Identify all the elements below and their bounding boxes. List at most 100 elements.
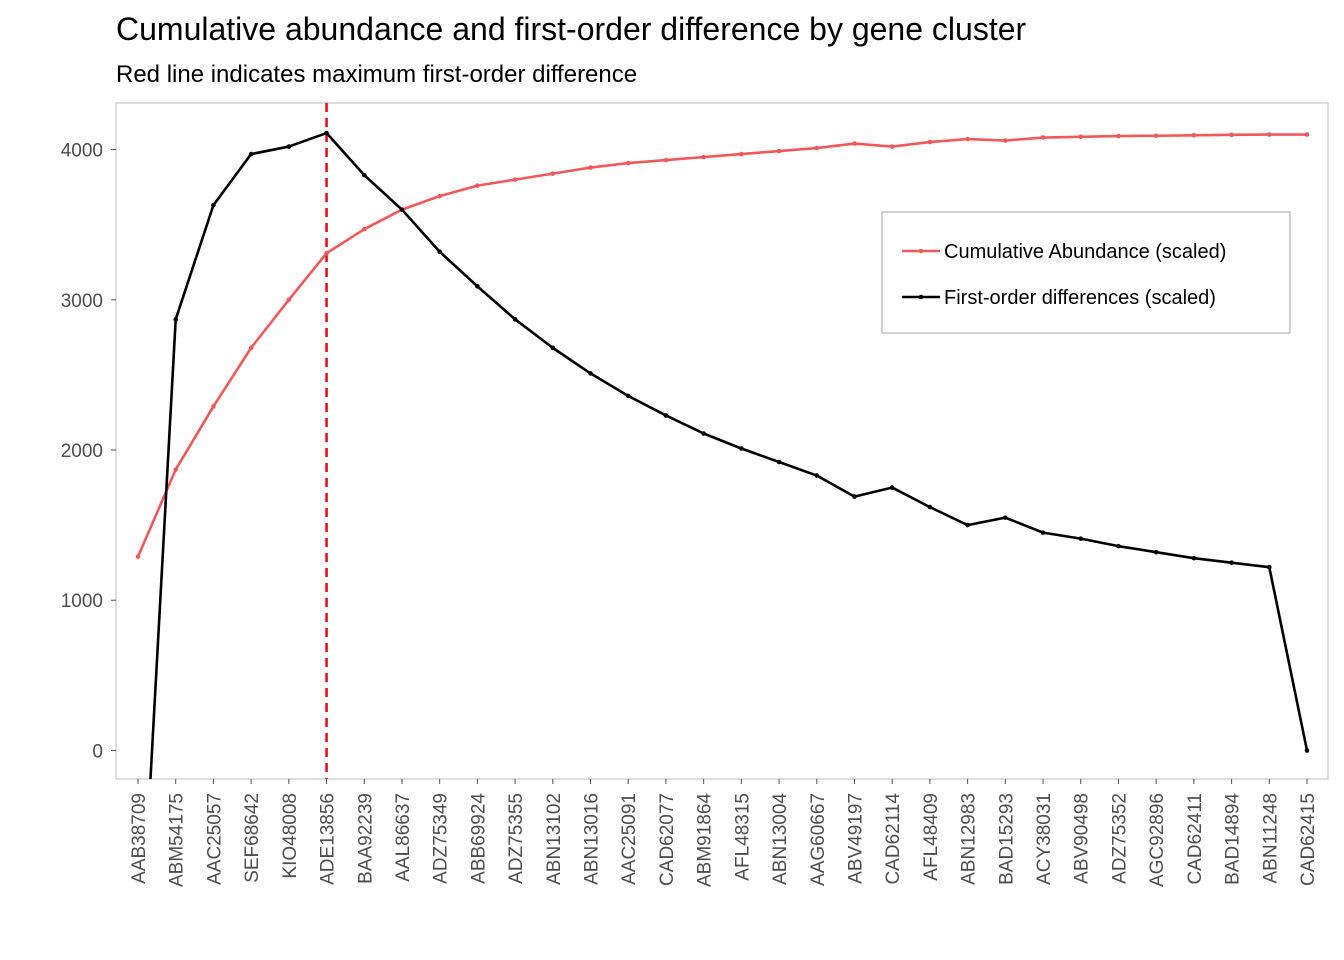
x-tick-label: AAG60667 bbox=[808, 793, 829, 886]
y-tick-label: 1000 bbox=[61, 591, 103, 612]
y-axis: 0 1000 2000 3000 4000 bbox=[61, 141, 116, 762]
data-point bbox=[701, 154, 706, 160]
x-tick-label: SEF68642 bbox=[242, 793, 263, 883]
data-point bbox=[324, 130, 329, 136]
x-tick-label: AFL48315 bbox=[732, 793, 753, 881]
data-point bbox=[663, 413, 669, 418]
data-point bbox=[399, 207, 405, 212]
data-point bbox=[663, 157, 669, 163]
x-axis: AAB38709 ABM54175 AAC25057 SEF68642 KIO48008… bbox=[129, 779, 1319, 887]
x-tick-label: ABM91864 bbox=[695, 793, 716, 887]
data-point bbox=[1153, 549, 1159, 555]
x-tick-label: ABN11248 bbox=[1260, 793, 1281, 884]
legend: Cumulative Abundance (scaled) First-order… bbox=[881, 211, 1291, 334]
x-tick-label: ABV90498 bbox=[1072, 793, 1093, 884]
data-point bbox=[135, 554, 141, 559]
x-tick-label: ADZ75349 bbox=[431, 793, 452, 884]
plot-panel-border bbox=[115, 102, 1329, 780]
data-point bbox=[1040, 530, 1046, 535]
data-point bbox=[927, 504, 933, 510]
data-point bbox=[475, 283, 480, 289]
data-point bbox=[512, 317, 518, 322]
x-tick-label: AAC25091 bbox=[619, 793, 640, 885]
data-point bbox=[1003, 138, 1008, 143]
data-point bbox=[173, 467, 179, 472]
data-point bbox=[1003, 515, 1008, 520]
data-point bbox=[965, 136, 970, 142]
x-tick-label: BAA92239 bbox=[355, 793, 376, 884]
x-tick-label: CAD62411 bbox=[1185, 793, 1206, 885]
y-tick-label: 0 bbox=[92, 741, 103, 762]
data-point bbox=[1304, 132, 1310, 137]
data-point bbox=[286, 297, 292, 303]
data-point bbox=[361, 172, 367, 178]
x-tick-label: ADZ75355 bbox=[506, 793, 527, 884]
legend-label: Cumulative Abundance (scaled) bbox=[944, 241, 1226, 263]
data-point bbox=[852, 494, 857, 499]
data-point bbox=[1191, 555, 1197, 561]
x-tick-label: ABB69924 bbox=[468, 793, 489, 884]
x-tick-label: ABN12983 bbox=[959, 793, 980, 885]
data-point bbox=[1116, 133, 1121, 139]
x-tick-label: CAD62114 bbox=[883, 793, 904, 885]
x-tick-label: CAD62077 bbox=[657, 793, 678, 886]
data-point bbox=[814, 473, 820, 478]
data-point bbox=[248, 151, 254, 157]
series-layer bbox=[135, 130, 1310, 779]
x-tick-label: BAD15293 bbox=[996, 793, 1017, 885]
y-tick-label: 3000 bbox=[61, 291, 103, 312]
x-tick-label: ABM54175 bbox=[167, 793, 188, 887]
data-point bbox=[211, 202, 216, 208]
x-tick-label: ABN13004 bbox=[770, 793, 791, 885]
x-tick-label: ACY38031 bbox=[1034, 793, 1055, 885]
x-tick-label: ABN13016 bbox=[582, 793, 603, 885]
data-point bbox=[1040, 135, 1046, 140]
y-tick-label: 2000 bbox=[61, 441, 103, 462]
data-point bbox=[1116, 543, 1121, 549]
y-tick-label: 4000 bbox=[61, 141, 103, 162]
data-point bbox=[927, 139, 933, 145]
data-point bbox=[776, 148, 782, 154]
data-point bbox=[475, 183, 480, 188]
x-tick-label: ADZ75352 bbox=[1109, 793, 1130, 884]
data-point bbox=[1266, 564, 1272, 570]
x-tick-label: AGC92896 bbox=[1147, 793, 1168, 887]
data-point bbox=[550, 345, 556, 351]
data-point bbox=[1078, 536, 1084, 541]
data-point bbox=[286, 144, 292, 149]
data-point bbox=[324, 250, 329, 256]
series-line-2 bbox=[149, 131, 1309, 779]
chart-title: Cumulative abundance and first-order dif… bbox=[116, 11, 1027, 47]
data-point bbox=[1078, 134, 1084, 140]
legend-box bbox=[881, 211, 1291, 334]
data-point bbox=[1266, 132, 1272, 137]
data-point bbox=[211, 404, 216, 409]
x-tick-label: AAC25057 bbox=[204, 793, 225, 885]
data-point bbox=[248, 345, 254, 351]
data-point bbox=[361, 226, 367, 232]
x-tick-label: ADE13856 bbox=[318, 793, 339, 885]
data-point bbox=[965, 522, 970, 528]
data-point bbox=[739, 151, 744, 157]
data-point bbox=[1191, 132, 1197, 138]
x-tick-label: ABN13102 bbox=[544, 793, 565, 885]
data-point bbox=[1229, 132, 1234, 138]
data-point bbox=[437, 193, 442, 199]
data-point bbox=[625, 160, 631, 166]
data-point bbox=[1153, 133, 1159, 139]
data-point bbox=[701, 431, 706, 436]
data-point bbox=[437, 249, 442, 255]
x-tick-label: BAD14894 bbox=[1223, 793, 1244, 885]
x-tick-label: AAL86637 bbox=[393, 793, 414, 882]
series-line-1 bbox=[136, 133, 1307, 558]
x-tick-label: KIO48008 bbox=[280, 793, 301, 879]
x-tick-label: ABV49197 bbox=[845, 793, 866, 884]
legend-key-point bbox=[918, 248, 924, 254]
data-point bbox=[776, 459, 782, 465]
data-point bbox=[814, 145, 820, 151]
data-point bbox=[512, 177, 518, 182]
data-point bbox=[1304, 748, 1310, 753]
legend-label: First-order differences (scaled) bbox=[944, 287, 1216, 309]
x-tick-label: CAD62415 bbox=[1298, 793, 1319, 886]
